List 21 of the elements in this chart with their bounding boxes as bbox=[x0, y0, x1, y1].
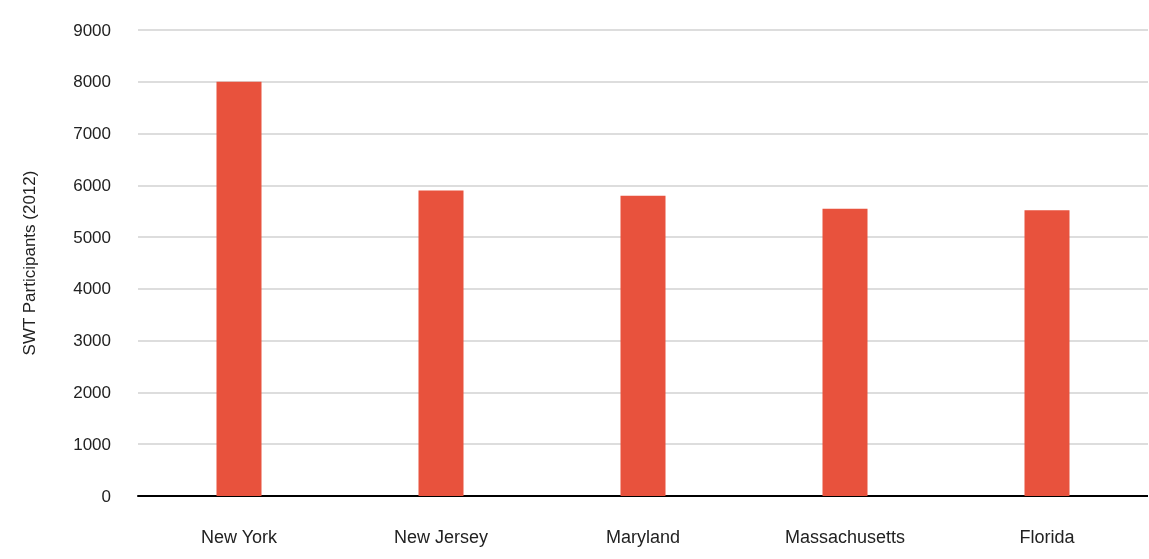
bar bbox=[620, 195, 666, 496]
y-tick-label: 5000 bbox=[73, 227, 111, 247]
x-tick-label: Massachusetts bbox=[784, 527, 906, 547]
x-tick-label: Florida bbox=[1019, 527, 1076, 547]
y-tick-label: 8000 bbox=[73, 72, 111, 92]
y-tick-label: 0 bbox=[101, 486, 111, 506]
bar bbox=[1024, 210, 1070, 496]
x-tick-label: New York bbox=[200, 527, 279, 547]
y-tick-label: 1000 bbox=[73, 434, 111, 454]
y-tick-label: 9000 bbox=[73, 20, 111, 40]
x-tick-label: Maryland bbox=[605, 527, 681, 547]
bar bbox=[822, 208, 868, 496]
y-tick-label: 2000 bbox=[73, 382, 111, 402]
y-tick-label: 4000 bbox=[73, 279, 111, 299]
y-axis-title: SWT Participants (2012) bbox=[20, 170, 39, 356]
y-tick-label: 6000 bbox=[73, 175, 111, 195]
x-tick-label: New Jersey bbox=[393, 527, 489, 547]
bar bbox=[418, 190, 464, 496]
bar bbox=[216, 81, 262, 496]
y-tick-label: 7000 bbox=[73, 124, 111, 144]
y-tick-label: 3000 bbox=[73, 331, 111, 351]
